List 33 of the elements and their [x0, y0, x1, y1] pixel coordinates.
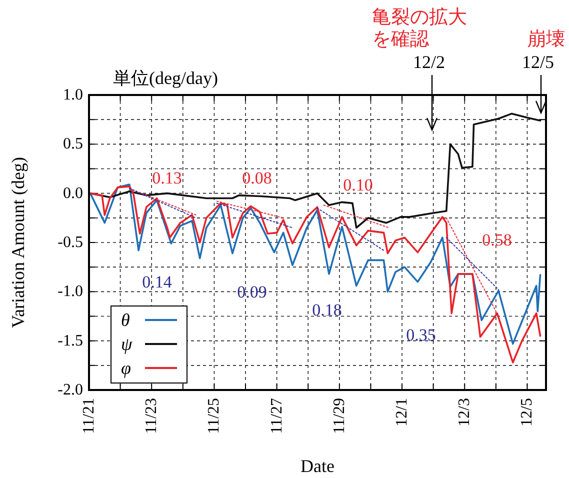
text: 12/2: [412, 52, 446, 72]
annotation: 0.58: [482, 230, 512, 250]
x-tick-label: 11/29: [330, 398, 348, 434]
text: 12/5: [522, 52, 554, 72]
y-tick-label: 1.0: [63, 86, 83, 104]
x-tick-label: 11/23: [143, 398, 160, 434]
text: 単位(deg/day): [113, 68, 218, 88]
y-tick-label: 0.0: [63, 184, 83, 202]
x-tick-label: 12/1: [394, 398, 411, 426]
annotation: 0.13: [152, 168, 182, 188]
text: 崩壊: [527, 29, 565, 50]
y-tick-label: -0.5: [58, 234, 83, 251]
y-tick-label: -1.5: [58, 332, 83, 350]
y-tick-label: -2.0: [58, 382, 83, 398]
x-tick-label: 12/3: [456, 398, 474, 426]
y-tick-label: 0.5: [63, 136, 83, 153]
x-tick-label: 11/21: [80, 398, 98, 434]
y-axis-title: Variation Amount (deg): [8, 157, 28, 328]
annotation: 0.08: [242, 168, 272, 188]
text: 亀裂の拡大を確認: [372, 7, 467, 50]
legend-label: ψ: [121, 334, 133, 354]
legend-label: φ: [121, 358, 131, 378]
x-tick-label: 11/25: [206, 398, 223, 434]
legend-label: θ: [121, 310, 130, 330]
x-axis-title: Date: [300, 456, 334, 476]
annotation: 0.18: [312, 300, 342, 320]
y-tick-label: -1.0: [58, 283, 83, 300]
annotation: 0.14: [142, 272, 172, 292]
annotation: 0.09: [237, 282, 267, 302]
x-tick-label: 12/5: [518, 398, 536, 426]
x-tick-label: 11/27: [268, 398, 286, 434]
annotation: 0.35: [406, 326, 436, 344]
annotation: 0.10: [343, 176, 373, 194]
